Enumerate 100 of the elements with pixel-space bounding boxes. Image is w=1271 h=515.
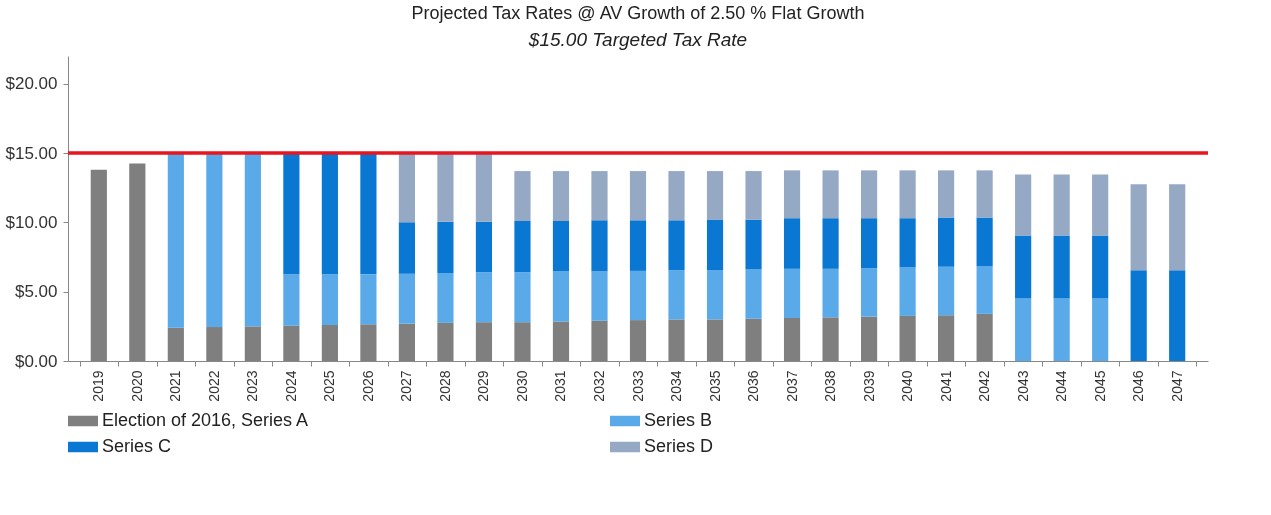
- bar: [1015, 235, 1032, 299]
- x-tick-label: 2032: [590, 370, 607, 402]
- bar: [321, 153, 338, 275]
- bar: [899, 267, 916, 316]
- bar: [360, 153, 377, 275]
- bar: [1015, 174, 1032, 236]
- bar: [899, 218, 916, 268]
- bar: [668, 220, 685, 271]
- bar: [283, 153, 300, 275]
- bar: [1169, 270, 1186, 361]
- bar: [398, 222, 416, 274]
- x-tick-label: 2041: [937, 370, 954, 402]
- x-tick-label: 2027: [398, 370, 415, 402]
- bar: [591, 171, 608, 221]
- bar: [629, 171, 647, 221]
- bar: [860, 268, 878, 317]
- bar: [629, 270, 647, 321]
- bar: [1130, 270, 1147, 361]
- bar: [706, 171, 724, 220]
- x-tick-label: 2037: [783, 370, 800, 402]
- bar: [783, 268, 801, 319]
- y-tick-label: $0.00: [14, 351, 58, 371]
- x-tick-label: 2021: [167, 370, 184, 402]
- y-tick-label: $15.00: [5, 143, 58, 163]
- x-tick-label: 2040: [899, 370, 916, 402]
- x-tick-label: 2026: [359, 370, 376, 402]
- bar: [1092, 235, 1109, 299]
- legend-label: Series C: [102, 436, 172, 456]
- bar: [745, 219, 762, 270]
- y-tick-label: $10.00: [5, 212, 58, 232]
- bar: [822, 268, 839, 318]
- x-tick-label: 2046: [1130, 370, 1147, 402]
- x-tick-label: 2042: [976, 370, 993, 402]
- bar: [976, 217, 993, 267]
- bar: [668, 270, 685, 320]
- x-tick-label: 2047: [1168, 370, 1185, 402]
- bar: [437, 272, 454, 323]
- legend-label: Election of 2016, Series A: [102, 410, 309, 430]
- x-tick-label: 2038: [822, 370, 839, 402]
- bar: [552, 171, 570, 221]
- x-tick-label: 2024: [282, 370, 299, 402]
- bar: [437, 153, 454, 222]
- x-tick-label: 2039: [860, 370, 877, 402]
- bar: [1053, 298, 1070, 361]
- x-tick-label: 2023: [244, 370, 261, 402]
- bar: [783, 170, 801, 219]
- bar: [938, 217, 955, 267]
- bar: [475, 153, 493, 222]
- bar: [206, 153, 223, 328]
- bar: [860, 170, 878, 219]
- bar: [398, 153, 416, 223]
- bar: [706, 270, 724, 320]
- y-tick-label: $5.00: [14, 282, 58, 302]
- bar: [1130, 184, 1147, 271]
- bar: [938, 266, 955, 316]
- chart-subtitle: $15.00 Targeted Tax Rate: [527, 29, 748, 50]
- x-tick-label: 2043: [1014, 370, 1031, 402]
- x-tick-label: 2025: [321, 370, 338, 402]
- x-tick-label: 2045: [1091, 370, 1108, 402]
- bar: [1092, 298, 1109, 361]
- bar: [745, 171, 762, 220]
- legend-label: Series B: [644, 410, 713, 430]
- bar: [899, 170, 916, 219]
- bar: [668, 171, 685, 221]
- bar: [1053, 174, 1070, 236]
- bar: [706, 219, 724, 271]
- x-tick-label: 2022: [205, 370, 222, 402]
- bar: [437, 221, 454, 273]
- x-tick-label: 2035: [706, 370, 723, 402]
- bar: [783, 218, 801, 269]
- x-tick-label: 2020: [128, 370, 145, 402]
- bar: [398, 273, 416, 324]
- bar: [860, 218, 878, 269]
- bar: [1092, 174, 1109, 236]
- x-tick-label: 2031: [552, 370, 569, 402]
- bar: [167, 153, 184, 328]
- bar: [745, 269, 762, 319]
- bar: [591, 271, 608, 321]
- x-tick-label: 2033: [629, 370, 646, 402]
- bar: [1169, 184, 1186, 271]
- bar: [514, 171, 531, 221]
- chart-title: Projected Tax Rates @ AV Growth of 2.50 % Flat Growth: [411, 3, 865, 23]
- x-tick-label: 2036: [745, 370, 762, 402]
- bar: [283, 274, 300, 326]
- y-tick-label: $20.00: [5, 74, 58, 94]
- bar: [321, 274, 338, 325]
- bar: [514, 272, 531, 323]
- x-tick-label: 2029: [475, 370, 492, 402]
- bar: [591, 220, 608, 272]
- bar: [976, 266, 993, 314]
- bar: [552, 271, 570, 322]
- bar: [514, 220, 531, 273]
- bar: [822, 170, 839, 219]
- bar: [976, 170, 993, 218]
- x-tick-label: 2028: [436, 370, 453, 402]
- bar: [475, 272, 493, 323]
- bar: [360, 274, 377, 325]
- bar: [475, 221, 493, 273]
- bar: [629, 220, 647, 271]
- x-tick-label: 2034: [668, 370, 685, 402]
